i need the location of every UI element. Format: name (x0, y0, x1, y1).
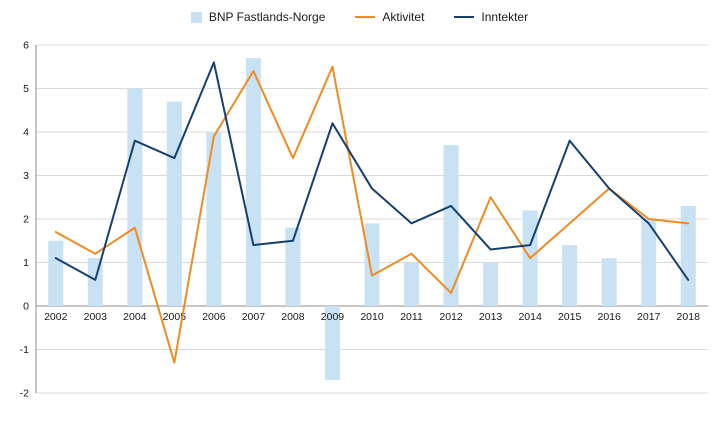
x-tick-label: 2010 (360, 311, 384, 323)
bar-2009 (324, 306, 340, 380)
x-tick-label: 2018 (677, 311, 701, 323)
bar-2004 (127, 88, 143, 306)
bar-2008 (285, 227, 301, 306)
legend-item-aktivitet: Aktivitet (355, 10, 424, 24)
y-tick-label: 2 (23, 214, 29, 226)
line-series (54, 61, 690, 281)
chart-legend: BNP Fastlands-Norge Aktivitet Inntekter (0, 10, 719, 24)
legend-label-inntekter: Inntekter (481, 10, 529, 24)
bar-2006 (206, 132, 222, 306)
bar-2018 (680, 205, 696, 306)
x-tick-label: 2003 (84, 311, 108, 323)
y-tick-label: -2 (20, 388, 29, 400)
bar-2012 (443, 145, 459, 306)
bar-2011 (404, 262, 420, 306)
x-tick-label: 2012 (439, 311, 463, 323)
legend-item-inntekter: Inntekter (454, 10, 528, 24)
y-tick-label: 0 (23, 301, 29, 313)
legend-label-bnp-fastlands-norge: BNP Fastlands-Norge (208, 10, 326, 24)
bar-2016 (601, 258, 617, 306)
line-swatch-icon (355, 15, 376, 19)
bar-2007 (245, 58, 261, 306)
y-tick-label: 5 (23, 83, 29, 95)
x-tick-label: 2017 (637, 311, 661, 323)
bar-swatch-icon (190, 11, 202, 23)
bar-2013 (483, 262, 499, 306)
y-tick-label: 4 (23, 127, 29, 139)
x-tick-label: 2011 (400, 311, 423, 323)
bar-2003 (87, 258, 103, 306)
bar-2002 (48, 240, 64, 306)
legend-label-aktivitet: Aktivitet (382, 10, 425, 24)
x-tick-label: 2002 (44, 311, 68, 323)
x-tick-label: 2007 (242, 311, 266, 323)
line-swatch-icon (454, 15, 475, 19)
x-tick-label: 2008 (281, 311, 305, 323)
bar-2015 (562, 245, 578, 306)
x-tick-label: 2005 (163, 311, 187, 323)
x-tick-label: 2004 (123, 311, 147, 323)
y-tick-label: -1 (20, 344, 29, 356)
x-tick-label: 2016 (597, 311, 621, 323)
line-series (54, 65, 690, 364)
bar-2010 (364, 223, 380, 306)
bar-2005 (166, 101, 182, 306)
x-tick-label: 2013 (479, 311, 503, 323)
y-tick-label: 3 (23, 170, 29, 182)
x-tick-label: 2006 (202, 311, 226, 323)
x-tick-label: 2014 (518, 311, 542, 323)
y-tick-label: 6 (23, 40, 29, 52)
legend-item-bnp-fastlands-norge: BNP Fastlands-Norge (190, 10, 326, 24)
x-tick-label: 2009 (321, 311, 345, 323)
x-tick-label: 2015 (558, 311, 582, 323)
y-tick-label: 1 (23, 257, 29, 269)
bar-2017 (641, 219, 657, 306)
